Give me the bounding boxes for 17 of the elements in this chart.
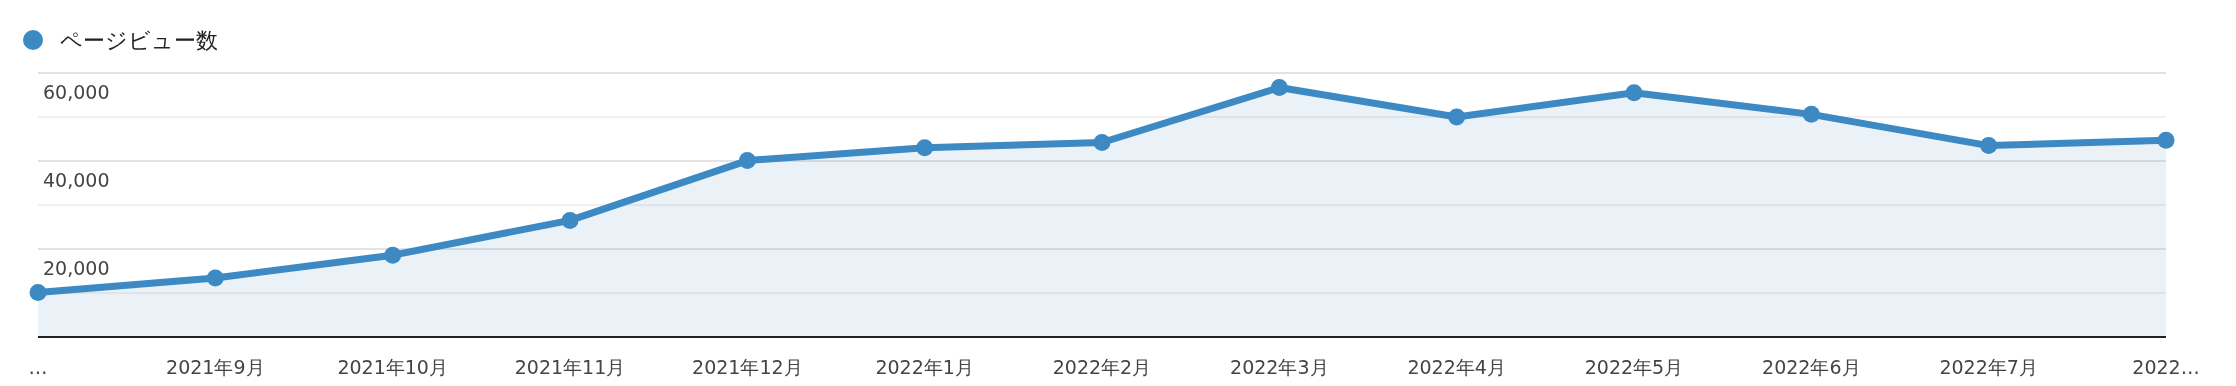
x-tick-label: 2021年9月 bbox=[166, 356, 265, 378]
x-tick-label: 2022年2月 bbox=[1052, 356, 1152, 378]
legend-label: ページビュー数 bbox=[60, 28, 218, 53]
y-tick-label: 40,000 bbox=[43, 169, 110, 191]
x-tick-label: 2021年12月 bbox=[692, 356, 803, 378]
x-tick-label: 2022… bbox=[2132, 356, 2200, 378]
x-tick-label: 2022年3月 bbox=[1230, 356, 1329, 378]
x-tick-label: 2021年11月 bbox=[514, 356, 626, 378]
x-tick-label: 2021年10月 bbox=[337, 356, 448, 378]
y-tick-label: 60,000 bbox=[43, 81, 110, 103]
x-tick-label: 2022年5月 bbox=[1584, 356, 1684, 378]
x-tick-label: 2022年7月 bbox=[1939, 356, 2038, 378]
x-tick-label: 2022年4月 bbox=[1407, 356, 1506, 378]
y-tick-label: 20,000 bbox=[43, 257, 110, 279]
x-tick-label: 2022年6月 bbox=[1762, 356, 1861, 378]
x-tick-label: 2022年1月 bbox=[875, 356, 974, 378]
x-tick-label: … bbox=[28, 356, 48, 378]
